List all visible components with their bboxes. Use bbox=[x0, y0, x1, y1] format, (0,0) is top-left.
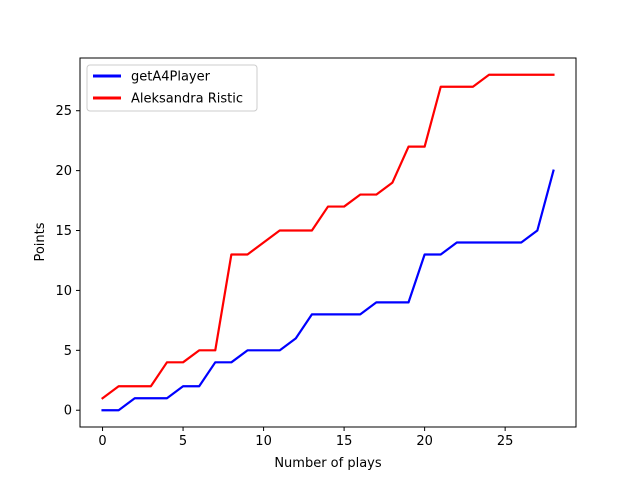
legend-entry-series-0: getA4Player bbox=[131, 70, 211, 85]
y-tick-label: 25 bbox=[55, 104, 72, 119]
series-line-1 bbox=[101, 73, 555, 400]
x-tick-label: 15 bbox=[336, 434, 353, 449]
x-tick-label: 10 bbox=[255, 434, 272, 449]
x-tick-label: 0 bbox=[98, 434, 106, 449]
y-axis-label: Points bbox=[33, 222, 48, 261]
axes-frame bbox=[79, 57, 577, 428]
legend: getA4Player Aleksandra Ristic bbox=[86, 64, 258, 112]
y-tick-label: 10 bbox=[55, 284, 72, 299]
x-tick-label: 5 bbox=[179, 434, 187, 449]
x-tick-label: 25 bbox=[497, 434, 514, 449]
y-tick-label: 15 bbox=[55, 224, 72, 239]
x-axis-ticks: 0 5 10 15 20 25 bbox=[98, 427, 513, 449]
x-axis-label: Number of plays bbox=[274, 456, 382, 471]
x-tick-label: 20 bbox=[416, 434, 433, 449]
y-axis-ticks: 0 5 10 15 20 25 bbox=[55, 104, 80, 419]
series-line-0 bbox=[101, 169, 555, 412]
legend-entry-series-1: Aleksandra Ristic bbox=[131, 92, 243, 107]
y-tick-label: 20 bbox=[55, 164, 72, 179]
legend-box bbox=[86, 64, 258, 112]
y-tick-label: 5 bbox=[64, 344, 72, 359]
series-layer bbox=[101, 73, 555, 412]
y-tick-label: 0 bbox=[64, 404, 72, 419]
